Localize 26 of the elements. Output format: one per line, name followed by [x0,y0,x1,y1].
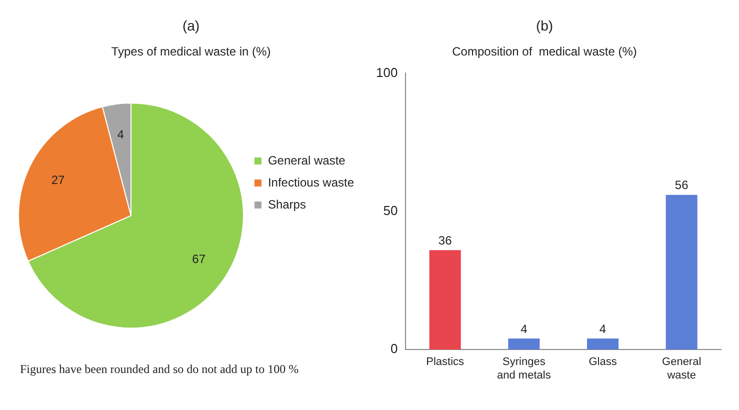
x-tick-label: Syringes and metals [497,356,552,382]
text: Figures have been rounded and so do not add up to 100 % [19,362,300,377]
chart-subtitle: Types of medical waste in (%) [111,44,271,58]
data-label: 27 [51,172,66,187]
chart-subtitle: Composition of medical waste (%) [452,44,637,58]
bar [586,338,619,350]
bar [429,250,461,350]
chart-title: (b) [536,17,554,34]
data-label: 36 [438,233,452,248]
bar [666,194,698,350]
legend-label: Sharps [268,197,306,212]
data-label: 67 [192,252,206,266]
y-tick-label: 0 [390,341,398,356]
x-tick-label: General waste [662,356,702,382]
data-label: 56 [674,178,689,192]
data-label: 4 [520,322,528,336]
x-tick-label: Glass [588,356,618,368]
legend-label: Infectious waste [268,175,354,190]
legend-label: General waste [268,153,346,168]
x-tick-label: Plastics [426,356,465,368]
y-tick-label: 100 [376,64,398,80]
data-label: 4 [117,128,124,142]
data-label: 4 [599,322,606,336]
y-tick-label: 50 [383,202,398,218]
chart-title: (a) [182,17,200,34]
bar [508,338,540,350]
